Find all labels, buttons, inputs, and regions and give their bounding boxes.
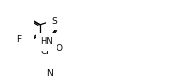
Text: N: N xyxy=(46,70,52,78)
Text: S: S xyxy=(51,16,57,26)
Text: HN: HN xyxy=(40,37,53,46)
Text: F: F xyxy=(16,35,21,44)
Text: Cl: Cl xyxy=(40,47,49,56)
Text: O: O xyxy=(56,44,63,53)
